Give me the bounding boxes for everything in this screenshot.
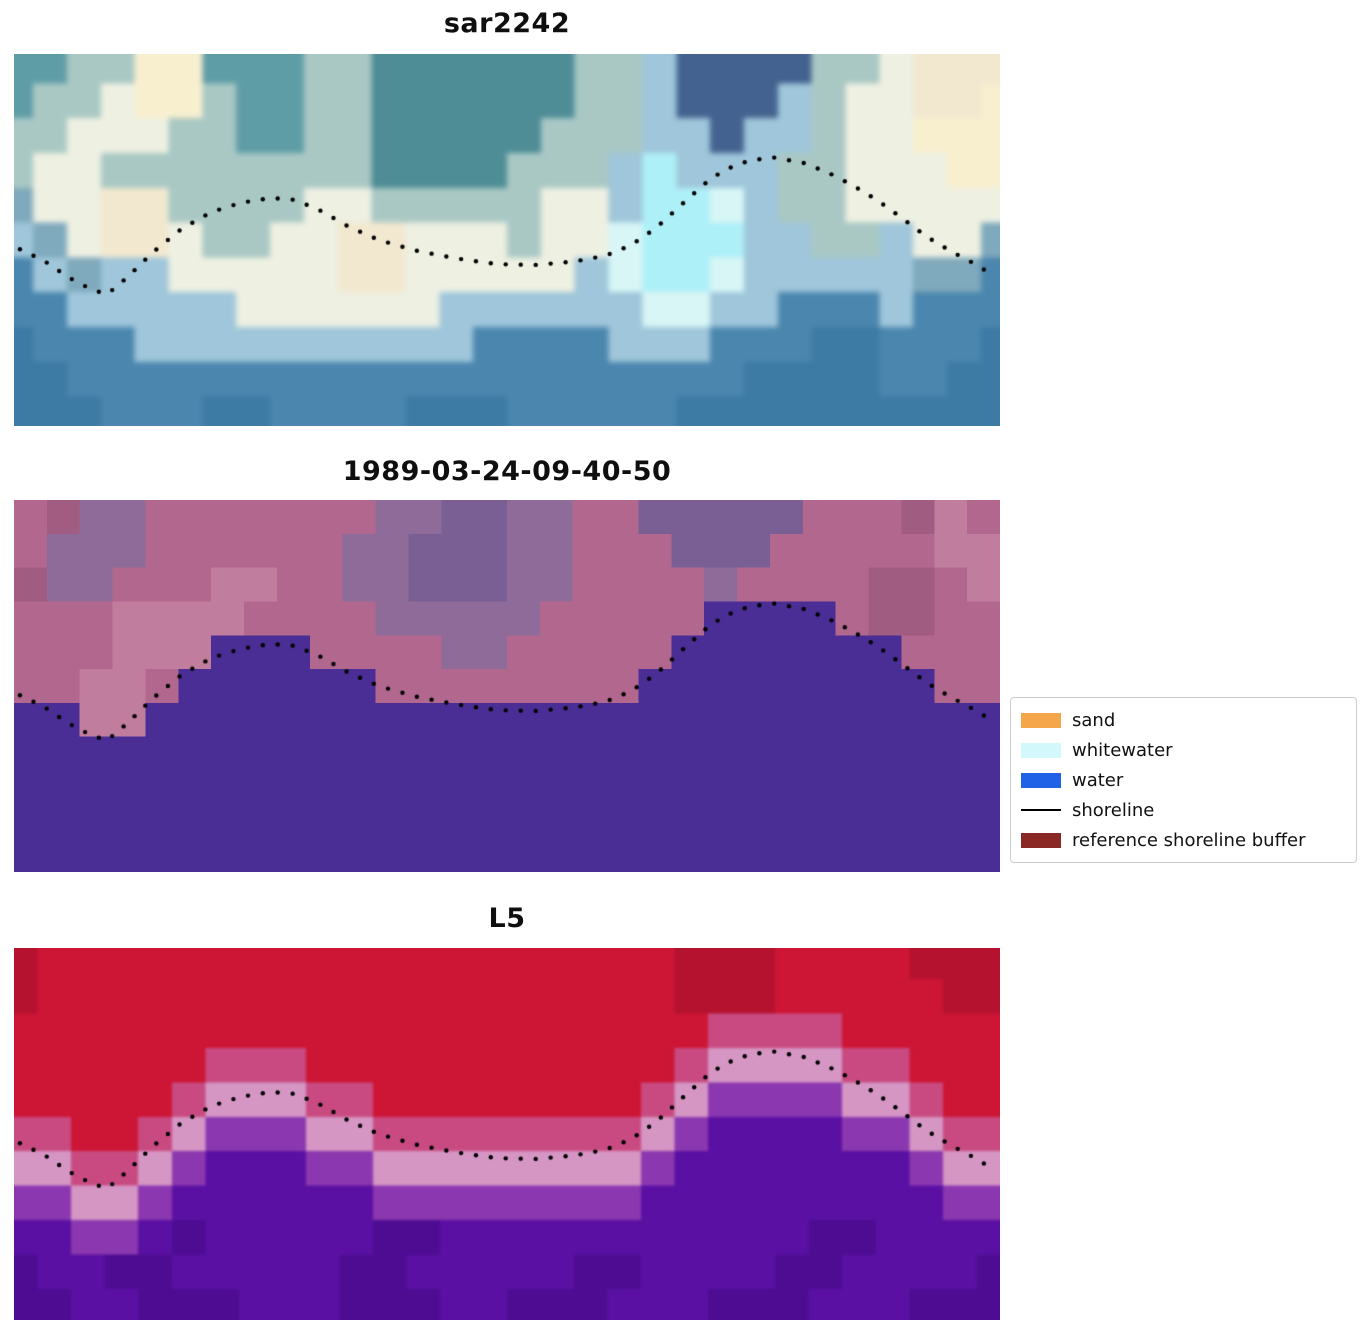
legend-label-shoreline: shoreline — [1072, 799, 1155, 821]
panel-title-date: 1989-03-24-09-40-50 — [342, 456, 672, 487]
legend-label-whitewater: whitewater — [1072, 739, 1173, 761]
panel-title-sar2242: sar2242 — [443, 8, 571, 39]
legend-swatch-sand — [1021, 712, 1061, 728]
legend-item-reference-shoreline-buffer: reference shoreline buffer — [1021, 827, 1346, 853]
legend-item-water: water — [1021, 767, 1346, 793]
shoreline-overlay-0 — [14, 54, 1000, 426]
legend-item-sand: sand — [1021, 707, 1346, 733]
shoreline-overlay-2 — [14, 948, 1000, 1320]
legend-swatch-whitewater — [1021, 742, 1061, 758]
legend-swatch-shoreline — [1021, 803, 1061, 818]
legend-swatch-reference-shoreline-buffer — [1021, 832, 1061, 848]
panel-classification — [14, 500, 1000, 872]
panel-sar2242 — [14, 54, 1000, 426]
panel-title-l5: L5 — [488, 903, 526, 934]
shoreline-overlay-1 — [14, 500, 1000, 872]
legend: sand whitewater water shoreline reference sh… — [1010, 697, 1357, 863]
panel-l5 — [14, 948, 1000, 1320]
legend-label-sand: sand — [1072, 709, 1116, 731]
legend-item-whitewater: whitewater — [1021, 737, 1346, 763]
legend-item-shoreline: shoreline — [1021, 797, 1346, 823]
legend-label-reference-shoreline-buffer: reference shoreline buffer — [1072, 829, 1306, 851]
legend-line-shoreline — [1021, 809, 1061, 811]
legend-swatch-water — [1021, 772, 1061, 788]
legend-label-water: water — [1072, 769, 1124, 791]
